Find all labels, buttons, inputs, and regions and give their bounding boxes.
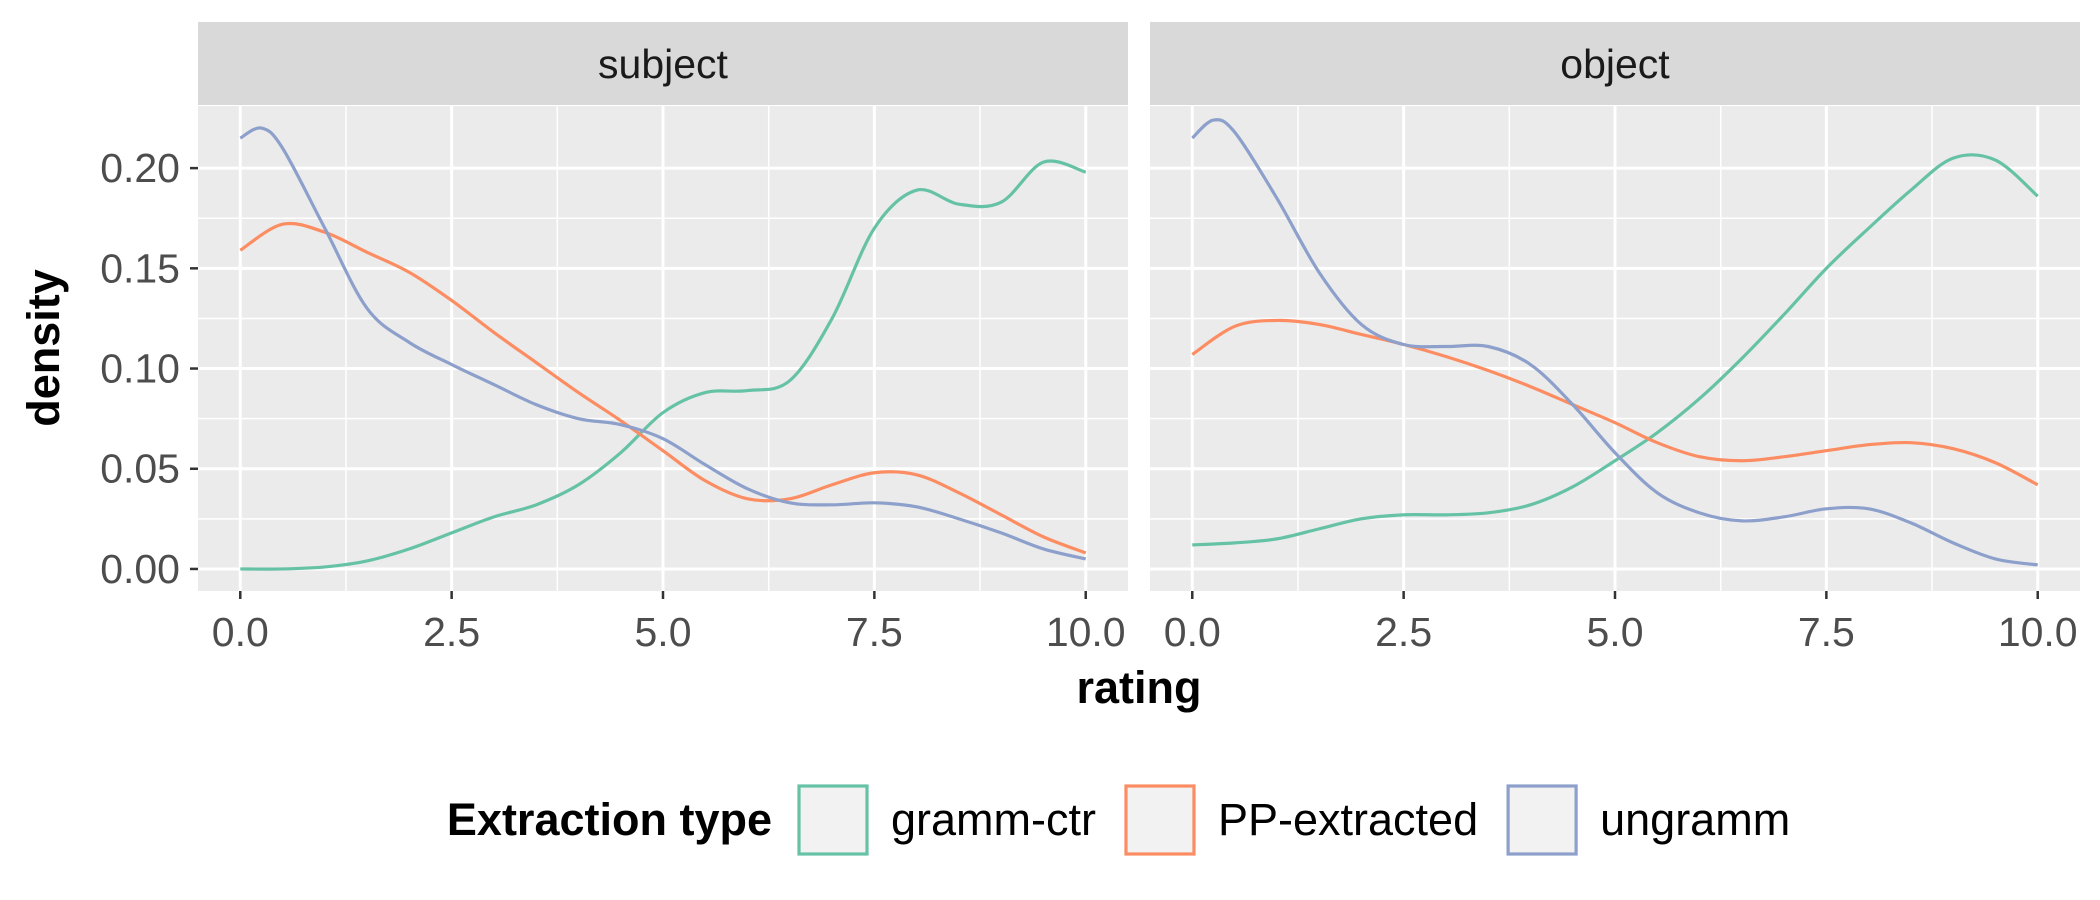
legend-item-gramm-ctr: gramm-ctr [797,784,1096,856]
legend-label: gramm-ctr [891,794,1096,845]
legend-title: Extraction type [447,794,772,845]
legend-label: ungramm [1600,794,1790,845]
panel-object: object [1150,22,2080,591]
x-tick-label: 0.0 [212,609,269,655]
major-gridlines-subject [198,106,1128,591]
x-tick-label: 0.0 [1164,609,1221,655]
density-line-gramm-ctr [1192,153,2039,547]
panel-subject: subject [198,22,1128,591]
major-gridlines-object [1150,106,2080,591]
y-tick-label: 0.00 [100,546,180,592]
legend-item-ungramm: ungramm [1506,784,1790,856]
legend-key [1506,784,1578,856]
strip-label-subject: subject [598,41,729,87]
density-line-pp-extracted [1191,318,2039,487]
x-tick-label: 5.0 [1587,609,1644,655]
x-axis-subject: 0.0 2.5 5.0 7.5 10.0 [212,591,1126,655]
x-axis-object: 0.0 2.5 5.0 7.5 10.0 [1164,591,2078,655]
legend-item-pp-extracted: PP-extracted [1124,784,1478,856]
x-axis-title: rating [1076,662,1201,713]
y-axis-title: density [18,269,69,427]
x-tick-label: 5.0 [635,609,692,655]
density-line-gramm-ctr [240,159,1087,571]
y-tick-label: 0.10 [100,346,180,392]
y-axis: 0.00 0.05 0.10 0.15 0.20 [100,145,198,592]
x-tick-label: 10.0 [1998,609,2078,655]
x-tick-label: 7.5 [1798,609,1855,655]
y-tick-label: 0.20 [100,145,180,191]
legend-key [797,784,869,856]
x-tick-label: 10.0 [1046,609,1126,655]
x-tick-label: 7.5 [846,609,903,655]
x-tick-label: 2.5 [423,609,480,655]
strip-background-object [1150,22,2080,105]
legend: Extraction type gramm-ctr PP-extracted ung… [447,784,1790,856]
strip-label-object: object [1560,41,1670,87]
density-line-ungramm [1191,118,2038,567]
legend-key [1124,784,1196,856]
y-tick-label: 0.15 [100,245,180,291]
legend-items: gramm-ctr PP-extracted ungramm [797,784,1790,856]
y-tick-label: 0.05 [100,446,180,492]
strip-background-subject [198,22,1128,105]
legend-label: PP-extracted [1218,794,1478,845]
density-line-pp-extracted [239,221,1087,555]
density-lines-subject [239,126,1087,571]
x-tick-label: 2.5 [1375,609,1432,655]
density-lines-object [1191,118,2039,567]
density-line-ungramm [239,126,1087,561]
